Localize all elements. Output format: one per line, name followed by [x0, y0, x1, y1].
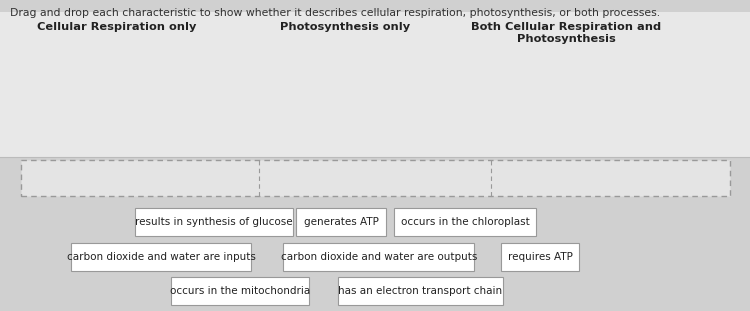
Text: occurs in the chloroplast: occurs in the chloroplast — [400, 217, 530, 227]
FancyBboxPatch shape — [170, 277, 309, 305]
FancyBboxPatch shape — [501, 243, 579, 271]
FancyBboxPatch shape — [71, 243, 251, 271]
Text: carbon dioxide and water are outputs: carbon dioxide and water are outputs — [280, 252, 477, 262]
FancyBboxPatch shape — [0, 12, 750, 157]
Text: requires ATP: requires ATP — [508, 252, 572, 262]
FancyBboxPatch shape — [135, 208, 292, 236]
Text: results in synthesis of glucose: results in synthesis of glucose — [135, 217, 292, 227]
Text: carbon dioxide and water are inputs: carbon dioxide and water are inputs — [67, 252, 256, 262]
Text: occurs in the mitochondria: occurs in the mitochondria — [170, 286, 310, 296]
Text: generates ATP: generates ATP — [304, 217, 379, 227]
Text: Cellular Respiration only: Cellular Respiration only — [37, 22, 196, 32]
Text: Photosynthesis only: Photosynthesis only — [280, 22, 410, 32]
FancyBboxPatch shape — [338, 277, 502, 305]
FancyBboxPatch shape — [296, 208, 386, 236]
FancyBboxPatch shape — [394, 208, 536, 236]
Text: Both Cellular Respiration and
Photosynthesis: Both Cellular Respiration and Photosynth… — [471, 22, 662, 44]
Text: Drag and drop each characteristic to show whether it describes cellular respirat: Drag and drop each characteristic to sho… — [10, 8, 660, 18]
FancyBboxPatch shape — [284, 243, 475, 271]
Bar — [21, 160, 730, 196]
Text: has an electron transport chain: has an electron transport chain — [338, 286, 502, 296]
